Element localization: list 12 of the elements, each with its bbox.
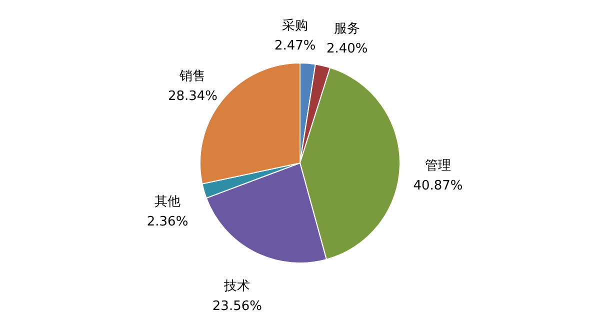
data-label: 2.36% [146, 214, 188, 230]
data-label: 23.56% [212, 298, 262, 314]
data-label: 2.47% [274, 38, 316, 54]
slice-label: 其他 [154, 194, 181, 210]
data-label: 2.40% [326, 42, 368, 57]
slice-label: 服务 [334, 22, 360, 37]
slice-label: 管理 [424, 158, 451, 174]
slice-label: 销售 [178, 69, 206, 84]
data-label: 28.34% [168, 89, 218, 104]
data-label: 40.87% [413, 178, 463, 194]
slice-label: 技术 [223, 278, 250, 294]
slice-label: 采购 [282, 18, 308, 34]
